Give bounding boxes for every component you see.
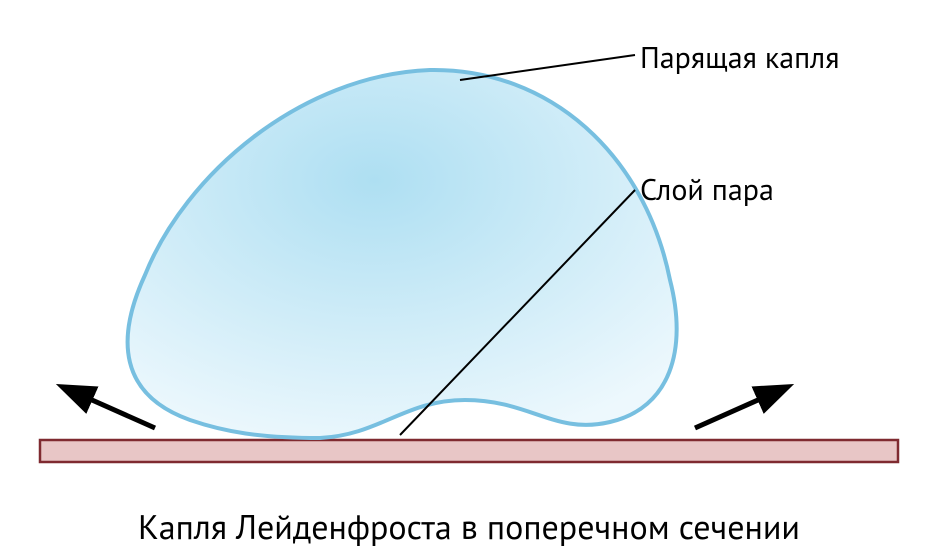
floating-droplet — [128, 70, 677, 438]
vapor-arrow-right — [695, 388, 785, 428]
leader-line-droplet — [460, 55, 635, 80]
hot-surface — [40, 440, 898, 462]
droplet-label: Парящая капля — [640, 38, 839, 77]
vapor-layer-label: Слой пара — [640, 170, 774, 209]
vapor-arrow-left — [65, 388, 155, 428]
diagram-canvas: Парящая капля Слой пара Капля Лейденфрос… — [0, 0, 938, 560]
leidenfrost-diagram-svg — [0, 0, 938, 560]
diagram-caption: Капля Лейденфроста в поперечном сечении — [0, 505, 938, 549]
